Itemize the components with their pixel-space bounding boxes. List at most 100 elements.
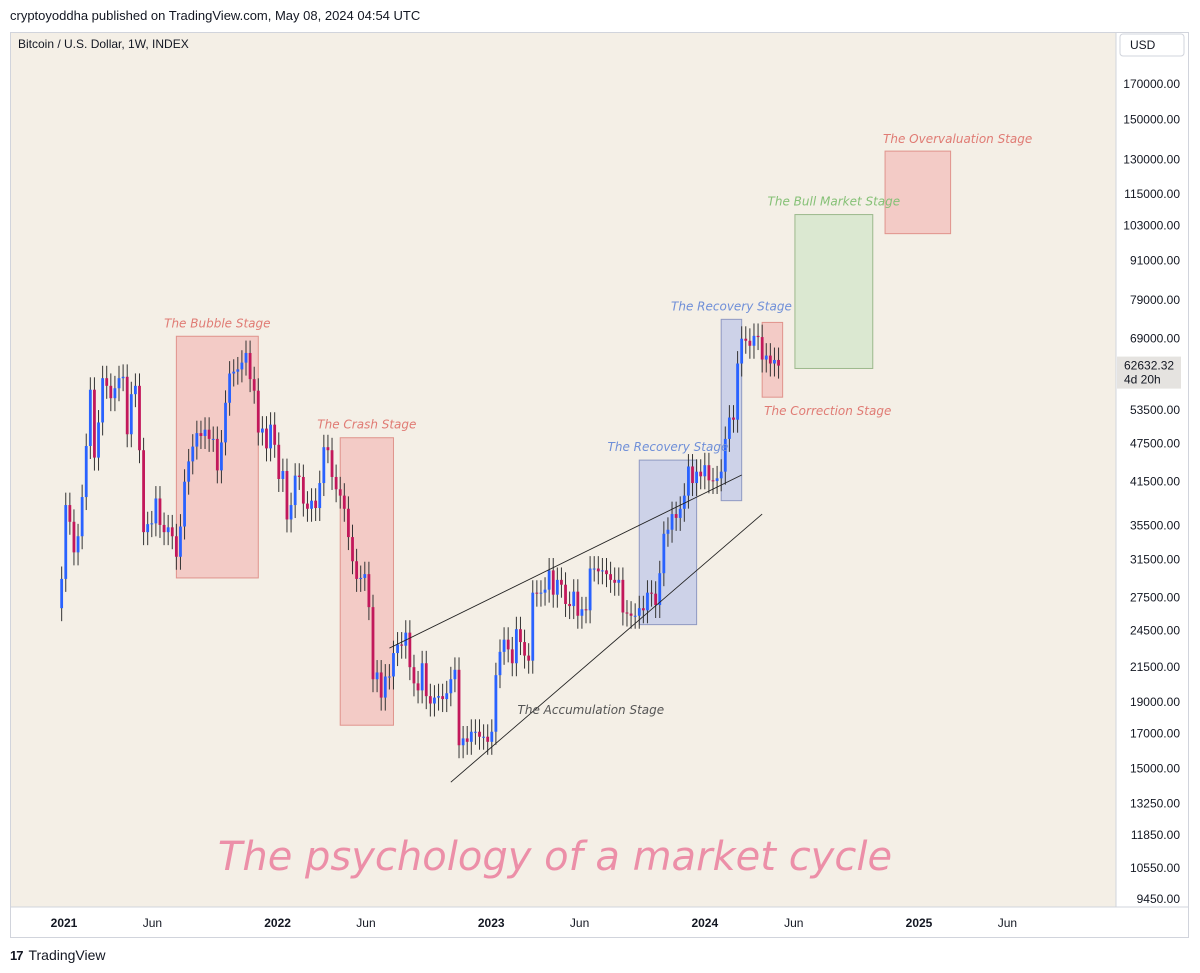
price-tick-label: 91000.00 xyxy=(1130,253,1180,267)
candle-body xyxy=(60,578,64,609)
price-axis-background[interactable] xyxy=(1116,33,1188,907)
candle-body xyxy=(355,561,359,579)
candle-body xyxy=(678,508,682,518)
price-tick-label: 31500.00 xyxy=(1130,552,1180,566)
candle-body xyxy=(568,603,572,607)
candle-body xyxy=(478,731,481,737)
candle-body xyxy=(551,570,555,595)
candle-body xyxy=(166,527,170,533)
candle-body xyxy=(424,663,428,697)
candle-body xyxy=(105,378,109,386)
stage-label-2: The Recovery Stage xyxy=(608,440,729,454)
candle-body xyxy=(572,591,576,607)
candle-body xyxy=(699,471,703,477)
candle-body xyxy=(129,394,133,435)
candle-body xyxy=(260,428,264,433)
candle-body xyxy=(342,495,346,509)
price-tick-label: 35500.00 xyxy=(1130,519,1180,533)
candle-body xyxy=(433,697,436,704)
time-tick-label: 2025 xyxy=(906,916,933,930)
stage-label-4: The Correction Stage xyxy=(764,404,891,418)
candle-body xyxy=(93,389,96,458)
candle-body xyxy=(293,475,297,506)
candle-body xyxy=(732,417,735,420)
candle-body xyxy=(555,579,559,595)
candle-body xyxy=(265,428,268,449)
tradingview-brand: TradingView xyxy=(28,947,106,963)
candle-body xyxy=(256,390,260,433)
candle-body xyxy=(703,465,707,477)
price-tick-label: 130000.00 xyxy=(1123,153,1180,167)
stage-labels: The Bubble Stage The Crash Stage The Recov… xyxy=(164,132,1032,717)
candle-body xyxy=(469,731,473,742)
candle-body xyxy=(523,642,526,656)
candle-body xyxy=(138,385,141,451)
candle-body xyxy=(756,335,760,338)
candle-body xyxy=(428,696,432,704)
candle-body xyxy=(195,433,199,447)
candle-body xyxy=(420,663,424,691)
candle-body xyxy=(379,672,383,698)
price-tick-label: 53500.00 xyxy=(1130,403,1180,417)
chart-frame xyxy=(10,32,1189,938)
candle-body xyxy=(752,335,756,346)
stage-zones xyxy=(175,150,952,726)
tradingview-logo-icon: 17 xyxy=(10,947,24,963)
candle-body xyxy=(687,466,690,496)
currency-label: USD xyxy=(1130,38,1156,52)
stage-label-1: The Crash Stage xyxy=(317,418,416,432)
price-tick-label: 24500.00 xyxy=(1130,623,1180,637)
candle-body xyxy=(486,736,490,742)
tradingview-footer[interactable]: 17 TradingView xyxy=(10,944,106,966)
candle-body xyxy=(502,639,506,652)
candle-body xyxy=(400,644,404,646)
candle-body xyxy=(514,629,518,664)
time-tick-label: 2023 xyxy=(478,916,505,930)
price-chart[interactable]: The Bubble Stage The Crash Stage The Recov… xyxy=(0,0,1200,940)
last-price-countdown: 4d 20h xyxy=(1124,373,1161,387)
time-tick-label: 2022 xyxy=(264,916,291,930)
time-tick-label: Jun xyxy=(784,916,803,930)
candle-body xyxy=(658,573,662,606)
candle-body xyxy=(457,669,461,746)
candle-body xyxy=(535,592,539,594)
candle-body xyxy=(547,570,551,590)
candle-body xyxy=(383,676,387,698)
candle-body xyxy=(281,471,285,479)
candle-body xyxy=(474,731,477,733)
candle-body xyxy=(629,613,633,616)
candle-body xyxy=(68,505,72,522)
candle-body xyxy=(248,352,252,380)
candle-body xyxy=(117,378,121,389)
candle-body xyxy=(613,579,617,583)
candle-body xyxy=(584,609,588,611)
candle-body xyxy=(220,442,223,471)
candle-body xyxy=(330,450,334,477)
candle-body xyxy=(273,424,277,445)
candle-body xyxy=(289,505,293,520)
time-axis-labels: 2021 Jun 2022 Jun 2023 Jun 2024 Jun 2025 Jun xyxy=(51,916,1017,930)
currency-selector[interactable] xyxy=(1119,33,1185,57)
candle-body xyxy=(449,679,453,694)
candle-body xyxy=(695,471,699,484)
candle-body xyxy=(80,497,84,537)
candle-body xyxy=(621,579,625,613)
candle-body xyxy=(318,483,322,509)
candle-body xyxy=(519,629,522,643)
candle-body xyxy=(121,376,125,379)
candle-body xyxy=(637,608,641,616)
candle-body xyxy=(777,359,780,366)
price-tick-label: 19000.00 xyxy=(1130,695,1180,709)
candle-body xyxy=(146,524,150,533)
candle-body xyxy=(494,675,498,732)
price-tick-label: 79000.00 xyxy=(1130,293,1180,307)
candle-body xyxy=(142,450,145,533)
candlestick-series xyxy=(60,323,780,759)
candle-body xyxy=(392,653,395,677)
candle-body xyxy=(113,388,117,399)
candle-body xyxy=(674,514,678,518)
candle-body xyxy=(670,514,674,530)
candle-body xyxy=(596,568,600,572)
time-axis-background[interactable] xyxy=(11,907,1188,937)
candle-body xyxy=(277,444,281,479)
